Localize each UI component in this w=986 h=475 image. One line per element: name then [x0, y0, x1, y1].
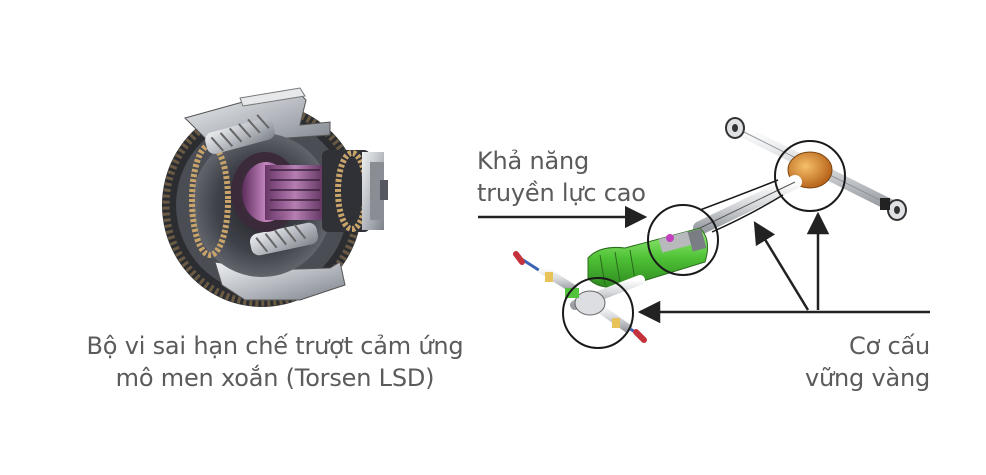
- caption-torsen-lsd: Bộ vi sai hạn chế trượt cảm ứng mô men x…: [60, 330, 490, 394]
- callout-connector-lower: [711, 194, 784, 233]
- center-gear: [231, 152, 325, 232]
- transmission: [587, 227, 709, 288]
- worm-gears: [205, 114, 319, 256]
- caption-sturdy-structure: Cơ cấu vững vàng: [760, 330, 930, 394]
- front-axle: [513, 251, 647, 343]
- caption-power-line2: truyền lực cao: [477, 179, 646, 207]
- callout-circle-rear-diff: [774, 140, 846, 212]
- right-hub: [322, 150, 388, 232]
- arrow-diag-to-shaft: [753, 221, 810, 311]
- caption-sturdy-line1: Cơ cấu: [849, 332, 930, 360]
- callout-circle-transmission: [647, 204, 719, 276]
- caption-sturdy-line2: vững vàng: [804, 364, 930, 392]
- caption-torsen-line1: Bộ vi sai hạn chế trượt cảm ứng: [86, 332, 464, 360]
- caption-power-transfer: Khả năng truyền lực cao: [477, 145, 687, 209]
- caption-torsen-line2: mô men xoắn (Torsen LSD): [115, 364, 435, 392]
- torsen-lsd-illustration: [162, 87, 388, 307]
- callout-connector-upper: [699, 179, 779, 211]
- callout-circle-front-diff: [562, 277, 634, 349]
- drivetrain-illustration: [478, 117, 930, 349]
- caption-power-line1: Khả năng: [477, 147, 590, 175]
